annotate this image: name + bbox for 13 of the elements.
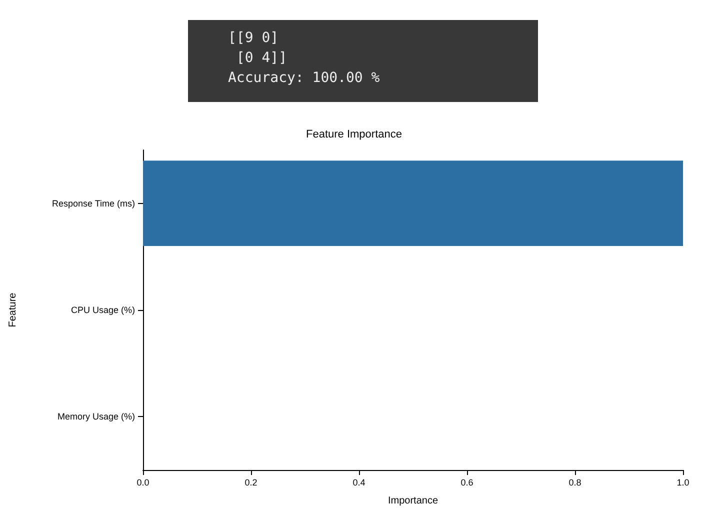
x-tick-label: 0.4 — [352, 478, 366, 488]
y-tick-label: Response Time (ms) — [52, 198, 135, 208]
x-tick-label: 0.2 — [244, 478, 258, 488]
x-axis-title: Importance — [388, 496, 438, 506]
x-tick-label: 0.0 — [136, 478, 150, 488]
y-axis-title: Feature — [8, 292, 18, 328]
y-tick-label: Memory Usage (%) — [57, 412, 135, 422]
chart-title: Feature Importance — [306, 128, 402, 140]
x-tick-label: 0.6 — [460, 478, 474, 488]
text: [[9 0] [0 4]] Accuracy: 100.00 % — [188, 20, 538, 102]
x-tick-label: 0.8 — [568, 478, 582, 488]
x-tick-label: 1.0 — [676, 478, 690, 488]
y-tick-label: CPU Usage (%) — [70, 305, 135, 315]
